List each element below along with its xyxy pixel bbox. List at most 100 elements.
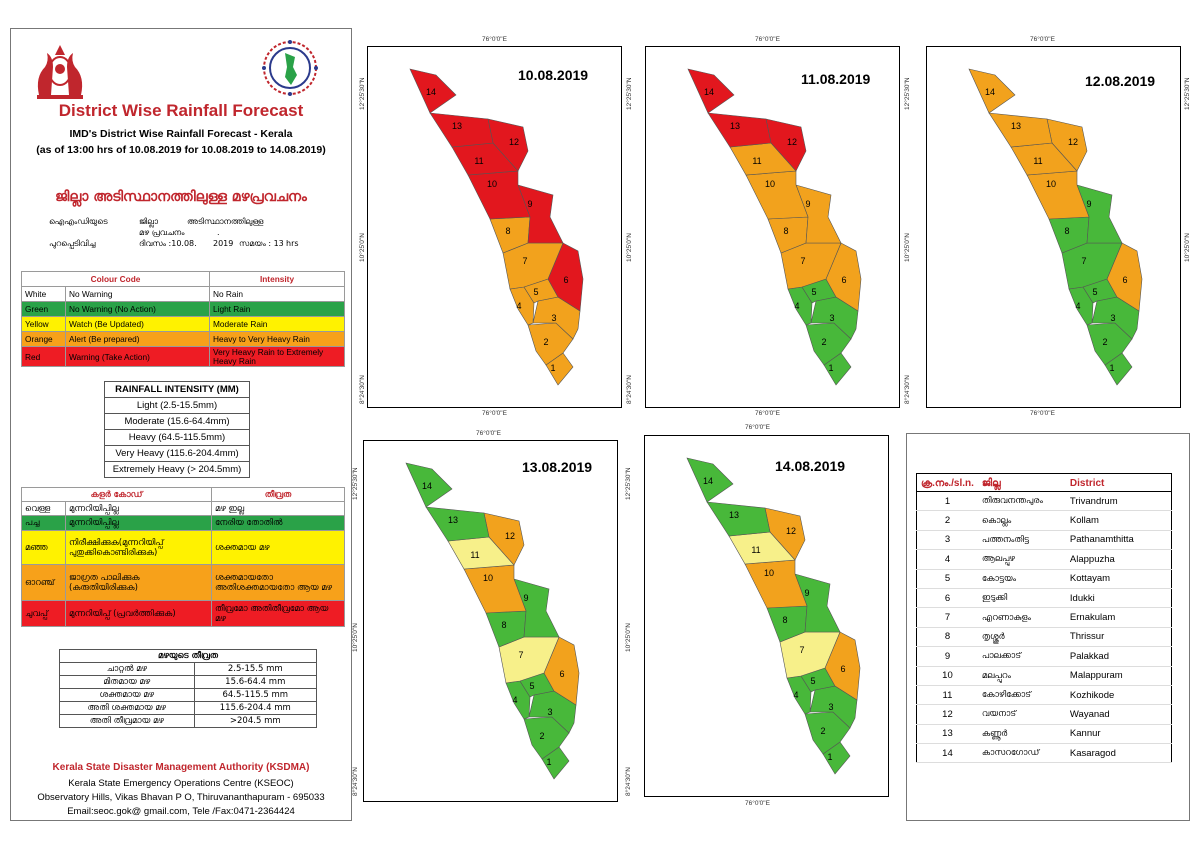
district-ml: മലപ്പുറം xyxy=(977,666,1066,686)
district-legend-box xyxy=(906,433,1190,821)
lon-label: 76°0'0"E xyxy=(1030,36,1055,43)
district-region-10 xyxy=(745,170,809,220)
lat-label: 8°24'30"N xyxy=(626,375,633,404)
district-number-label: 10 xyxy=(487,179,497,189)
rainfall-intensity-table: RAINFALL INTENSITY (MM) Light (2.5-15.5m… xyxy=(104,381,250,478)
map-date-4: 13.08.2019 xyxy=(522,459,593,475)
ml-intensity-value: 64.5-115.5 mm xyxy=(193,688,318,702)
district-number-label: 14 xyxy=(422,481,432,491)
table-row: Yellow Watch (Be Updated) Moderate Rain xyxy=(21,316,345,332)
district-number-label: 3 xyxy=(547,707,552,717)
intensity-cell: തീവ്രമോ അതിതീവ്രമോ ആയ മഴ xyxy=(211,600,345,627)
district-number-label: 13 xyxy=(448,515,458,525)
lon-label: 76°0'0"E xyxy=(745,800,770,807)
district-table: ക്ര.നം./sl.n. ജില്ല District 1 തിരുവനന്തപ… xyxy=(916,473,1172,764)
map-frame-3: 1 2 3 4 5 6 7 8 9 10 11 12 13 14 12.08.2019 xyxy=(926,46,1181,408)
table-row: Very Heavy (115.6-204.4mm) xyxy=(104,445,250,462)
sl-no: 11 xyxy=(916,685,978,706)
district-number-label: 6 xyxy=(559,669,564,679)
map-frame-5: 1 2 3 4 5 6 7 8 9 10 11 12 13 14 14.08.2019 xyxy=(644,435,889,797)
sl-no: 6 xyxy=(916,588,978,609)
district-region-13 xyxy=(429,112,494,148)
ml-intensity-header: തീവ്രത xyxy=(211,487,345,502)
lat-label: 10°25'0"N xyxy=(359,233,366,262)
district-region-13 xyxy=(706,501,771,537)
ml-line3-a: പുറപ്പെടിവിച്ച xyxy=(49,239,96,248)
lat-label: 12°25'30"N xyxy=(904,77,911,110)
ml-intensity-label: അതി തീവ്രമായ മഴ xyxy=(59,714,195,728)
intensity-cell: ശക്തമായ മഴ xyxy=(211,530,345,565)
ml-colour-code-header: കളർ കോഡ് xyxy=(21,487,212,502)
code-cell: No Warning xyxy=(65,286,210,302)
ml-intensity-label: അതി ശക്തമായ മഴ xyxy=(59,701,195,715)
table-row: ചുവപ്പ് മുന്നറിയിപ്പ് (പ്രവർത്തിക്കുക) ത… xyxy=(21,600,345,627)
table-row: Green No Warning (No Action) Light Rain xyxy=(21,301,345,317)
lat-label: 10°25'0"N xyxy=(626,233,633,262)
malayalam-title: ജില്ലാ അടിസ്ഥാനത്തിലുള്ള മഴപ്രവചനം xyxy=(55,189,307,205)
district-number-label: 10 xyxy=(765,179,775,189)
colour-cell: വെള്ള xyxy=(21,501,66,516)
ml-line3-e: hrs xyxy=(286,239,299,248)
org-address: Observatory Hills, Vikas Bhavan P O, Thi… xyxy=(37,792,325,803)
district-number-label: 8 xyxy=(783,226,788,236)
district-number-label: 12 xyxy=(1068,137,1078,147)
district-number-label: 10 xyxy=(483,573,493,583)
district-number-label: 7 xyxy=(518,650,523,660)
lon-label: 76°0'0"E xyxy=(755,410,780,417)
district-en: Kollam xyxy=(1065,510,1172,531)
lat-label: 12°25'30"N xyxy=(1184,77,1191,110)
table-row: മിതമായ മഴ 15.6-64.4 mm xyxy=(59,675,318,689)
district-en: Trivandrum xyxy=(1065,491,1172,512)
table-row: 10 മലപ്പുറം Malappuram xyxy=(916,666,1172,686)
colour-cell: ഓറഞ്ച് xyxy=(21,564,66,601)
district-region-13 xyxy=(425,506,490,542)
district-ml: ആലപ്പുഴ xyxy=(977,549,1066,570)
district-region-14 xyxy=(405,462,453,508)
page-subtitle: IMD's District Wise Rainfall Forecast - … xyxy=(69,128,293,140)
intensity-cell: ശക്തമായതോ അതിശക്തമായതോ ആയ മഴ xyxy=(211,564,345,601)
ksdma-logo-icon xyxy=(261,39,319,97)
table-row: വെള്ള മുന്നറിയിപ്പില്ല മഴ ഇല്ല xyxy=(21,501,345,516)
org-centre: Kerala State Emergency Operations Centre… xyxy=(68,778,294,789)
sl-no: 3 xyxy=(916,530,978,551)
intensity-cell: മഴ ഇല്ല xyxy=(211,501,345,516)
district-ml: എറണാകുളം xyxy=(977,607,1066,628)
district-number-label: 3 xyxy=(551,313,556,323)
code-cell: No Warning (No Action) xyxy=(65,301,210,317)
table-row: ശക്തമായ മഴ 64.5-115.5 mm xyxy=(59,688,318,702)
ml-intensity-value: 15.6-64.4 mm xyxy=(193,675,318,689)
district-number-label: 3 xyxy=(829,313,834,323)
district-region-13 xyxy=(988,112,1053,148)
code-cell: നിരീക്ഷിക്കുക(മുന്നറിയിപ്പ് പുതുക്കികൊണ്… xyxy=(65,530,212,565)
district-ml: തൃശ്ശൂർ xyxy=(977,627,1066,648)
intensity-cell: No Rain xyxy=(209,286,345,302)
district-en: Pathanamthitta xyxy=(1065,530,1172,551)
district-number-label: 2 xyxy=(820,726,825,736)
table-row: 5 കോട്ടയം Kottayam xyxy=(916,569,1172,589)
district-ml: കോട്ടയം xyxy=(977,569,1066,589)
code-cell: മുന്നറിയിപ്പ് (പ്രവർത്തിക്കുക) xyxy=(65,600,212,627)
district-number-label: 8 xyxy=(505,226,510,236)
district-number-label: 5 xyxy=(810,676,815,686)
table-row: ചാറ്റൽ മഴ 2.5-15.5 mm xyxy=(59,662,318,676)
table-row: 4 ആലപ്പുഴ Alappuzha xyxy=(916,549,1172,570)
district-ml: പത്തനംതിട്ട xyxy=(977,530,1066,551)
code-cell: Warning (Take Action) xyxy=(65,345,210,368)
org-contact: Email:seoc.gok@ gmail.com, Tele /Fax:047… xyxy=(67,806,295,817)
district-number-label: 12 xyxy=(786,526,796,536)
colour-code-header: Colour Code xyxy=(21,271,210,287)
district-number-label: 10 xyxy=(764,568,774,578)
table-row: 14 കാസറഗോഡ് Kasaragod xyxy=(916,743,1172,764)
table-row: 12 വയനാട് Wayanad xyxy=(916,704,1172,725)
lon-label: 76°0'0"E xyxy=(482,410,507,417)
district-en: Kozhikode xyxy=(1065,685,1172,706)
lon-label: 76°0'0"E xyxy=(482,36,507,43)
rainfall-intensity-header: RAINFALL INTENSITY (MM) xyxy=(104,381,250,398)
map-date-2: 11.08.2019 xyxy=(801,71,871,87)
intensity-cell: Moderate Rain xyxy=(209,316,345,332)
district-number-label: 2 xyxy=(1102,337,1107,347)
ml-line3-d: സമയം : 13 xyxy=(239,239,284,248)
table-row: Red Warning (Take Action) Very Heavy Rai… xyxy=(21,345,345,368)
table-row: 2 കൊല്ലം Kollam xyxy=(916,510,1172,531)
district-ml: കോഴിക്കോട് xyxy=(977,685,1066,706)
